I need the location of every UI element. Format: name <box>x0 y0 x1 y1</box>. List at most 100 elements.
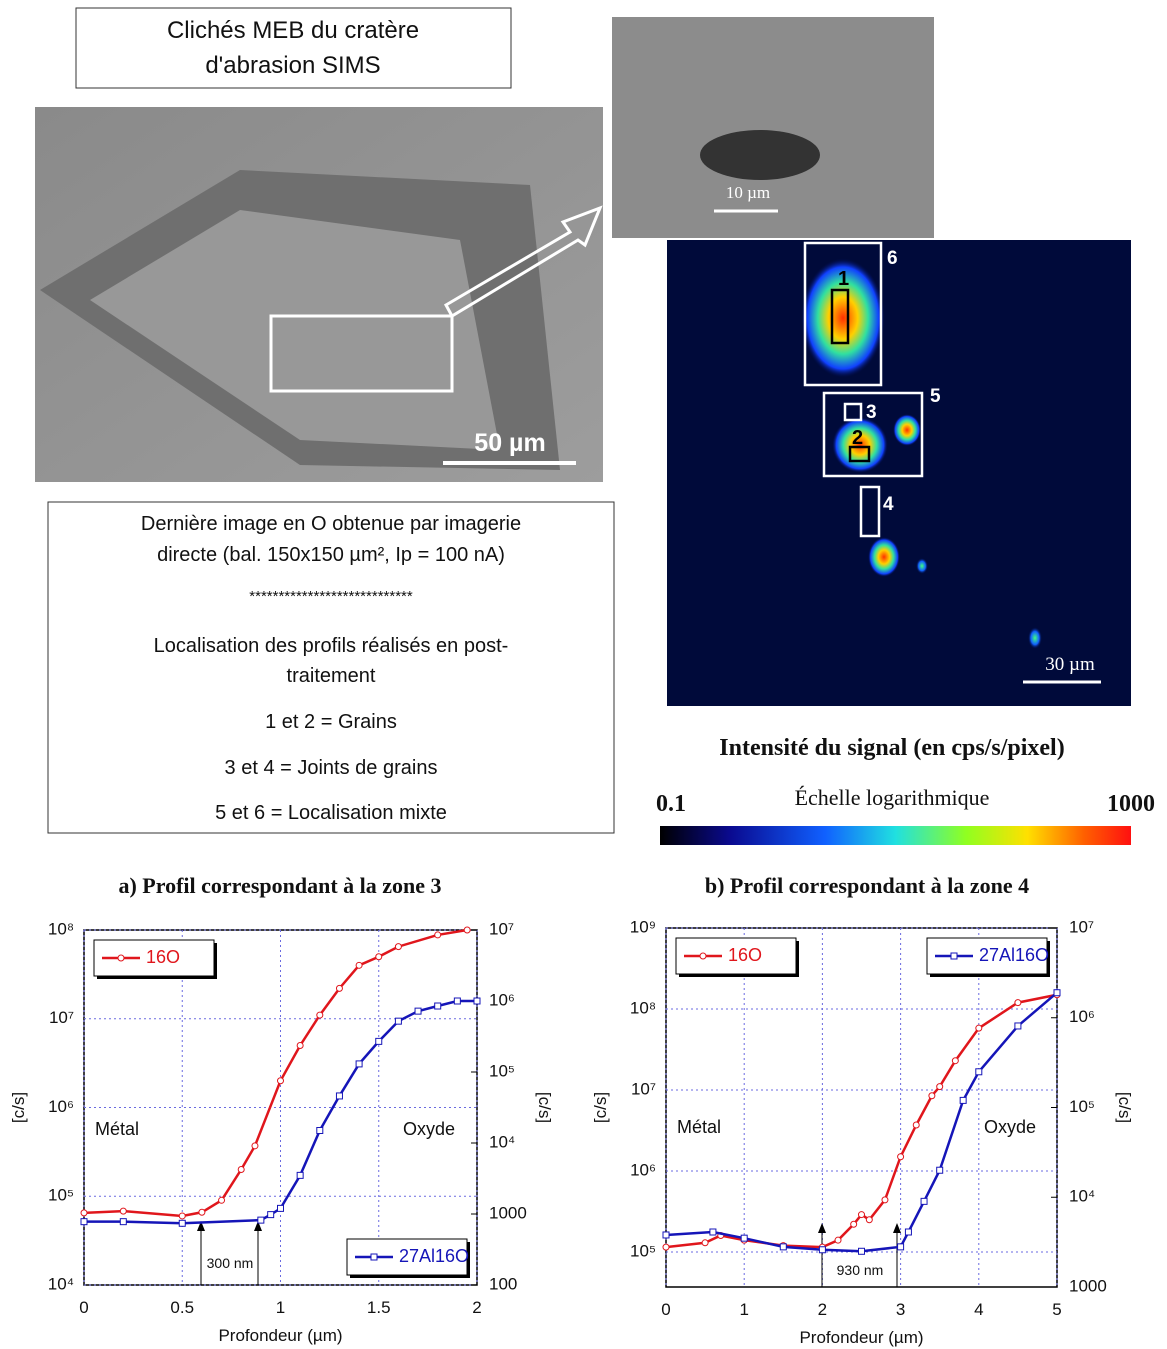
y2-tick-label: 10⁵ <box>489 1061 515 1080</box>
y-tick-label: 10⁶ <box>630 1161 656 1180</box>
marker <box>850 1220 858 1228</box>
marker <box>904 1228 912 1236</box>
marker <box>251 1142 259 1150</box>
colorbar <box>660 826 1131 845</box>
marker <box>296 1171 304 1179</box>
legend-label: 16O <box>728 945 762 965</box>
y-tick-label: 10⁸ <box>630 998 656 1017</box>
marker <box>865 1216 873 1224</box>
title-line: Clichés MEB du cratère <box>167 17 419 44</box>
marker <box>818 1246 826 1254</box>
info-line: **************************** <box>249 588 413 605</box>
y2-tick-label: 10⁵ <box>1069 1097 1095 1116</box>
legend-label: 16O <box>146 947 180 967</box>
info-line: Localisation des profils réalisés en pos… <box>154 635 509 657</box>
marker <box>296 1041 304 1049</box>
marker <box>701 1239 709 1247</box>
marker <box>335 984 343 992</box>
marker <box>936 1166 944 1174</box>
scale-label: 10 µm <box>726 183 770 202</box>
marker <box>936 1083 944 1091</box>
marker <box>277 1077 284 1085</box>
info-box <box>47 501 615 834</box>
series-line <box>665 991 1058 1253</box>
marker <box>453 997 461 1005</box>
y2-tick-label: 10⁴ <box>489 1132 515 1151</box>
marker <box>237 1166 245 1174</box>
marker <box>434 931 442 939</box>
marker <box>335 1092 343 1100</box>
arrow-head <box>818 1223 826 1233</box>
y-axis-label: [c/s] <box>591 1092 610 1123</box>
colorbar-scale: Échelle logarithmique <box>795 785 990 810</box>
zone-box <box>822 391 924 478</box>
zone-box <box>830 288 850 345</box>
marker <box>858 1211 865 1219</box>
marker <box>394 1017 402 1025</box>
y-tick-label: 10⁶ <box>48 1097 74 1116</box>
marker <box>881 1196 889 1204</box>
marker <box>316 1126 324 1134</box>
marker <box>355 961 363 969</box>
marker <box>975 1068 983 1076</box>
marker <box>80 1218 88 1226</box>
marker <box>277 1204 284 1212</box>
info-line: directe (bal. 150x150 µm², Ip = 100 nA) <box>157 544 505 566</box>
marker <box>257 1216 265 1224</box>
colorbar-title: Intensité du signal (en cps/s/pixel) <box>719 735 1064 761</box>
marker <box>709 1228 717 1236</box>
y-tick-label: 10⁹ <box>630 917 656 936</box>
y-axis-label: [c/s] <box>9 1092 28 1123</box>
marker <box>834 1236 842 1244</box>
marker <box>463 926 471 934</box>
hotspot <box>1028 627 1042 649</box>
marker <box>375 1037 383 1045</box>
hotspot <box>893 414 921 446</box>
info-line: traitement <box>287 665 376 687</box>
y2-tick-label: 1000 <box>489 1203 527 1222</box>
marker <box>1014 1022 1022 1030</box>
marker <box>473 997 481 1005</box>
hotspot <box>832 417 888 473</box>
hotspot <box>868 537 900 577</box>
legend-label: 27Al16O <box>979 945 1049 965</box>
marker <box>80 1209 88 1217</box>
x-axis-label: Profondeur (µm) <box>218 1326 342 1345</box>
x-tick-label: 0 <box>79 1298 88 1317</box>
x-tick-label: 4 <box>974 1300 983 1319</box>
marker <box>779 1243 787 1251</box>
sem-zoom <box>612 17 934 238</box>
marker <box>119 1207 127 1215</box>
colorbar-max: 1000 <box>1107 791 1155 817</box>
marker <box>434 1002 442 1010</box>
y-tick-label: 10⁵ <box>630 1242 656 1261</box>
series-line <box>83 928 468 1218</box>
series-line <box>84 999 477 1225</box>
marker <box>975 1024 983 1032</box>
y-tick-label: 10⁸ <box>48 919 74 938</box>
colorbar-min: 0.1 <box>656 791 686 817</box>
annotation: Oxyde <box>403 1119 455 1139</box>
x-tick-label: 1 <box>276 1298 285 1317</box>
zone-label: 4 <box>883 494 894 515</box>
y2-tick-label: 10⁷ <box>1069 917 1094 936</box>
info-line: 5 et 6 = Localisation mixte <box>215 802 447 824</box>
title-line: d'abrasion SIMS <box>205 52 380 79</box>
marker <box>897 1153 905 1161</box>
x-axis-label: Profondeur (µm) <box>799 1328 923 1347</box>
marker <box>951 1057 959 1065</box>
annotation: Métal <box>677 1117 721 1137</box>
zone-label: 6 <box>887 248 898 269</box>
y2-tick-label: 10⁴ <box>1069 1187 1095 1206</box>
zone-label: 5 <box>930 386 941 407</box>
chart-title: a) Profil correspondant à la zone 3 <box>118 873 441 898</box>
x-tick-label: 3 <box>896 1300 905 1319</box>
marker <box>897 1243 905 1251</box>
marker <box>928 1092 936 1100</box>
title-box <box>75 7 512 89</box>
legend-label: 27Al16O <box>399 1246 469 1266</box>
marker <box>959 1096 967 1104</box>
x-tick-label: 5 <box>1052 1300 1061 1319</box>
x-tick-label: 2 <box>472 1298 481 1317</box>
y-tick-label: 10⁷ <box>631 1079 656 1098</box>
